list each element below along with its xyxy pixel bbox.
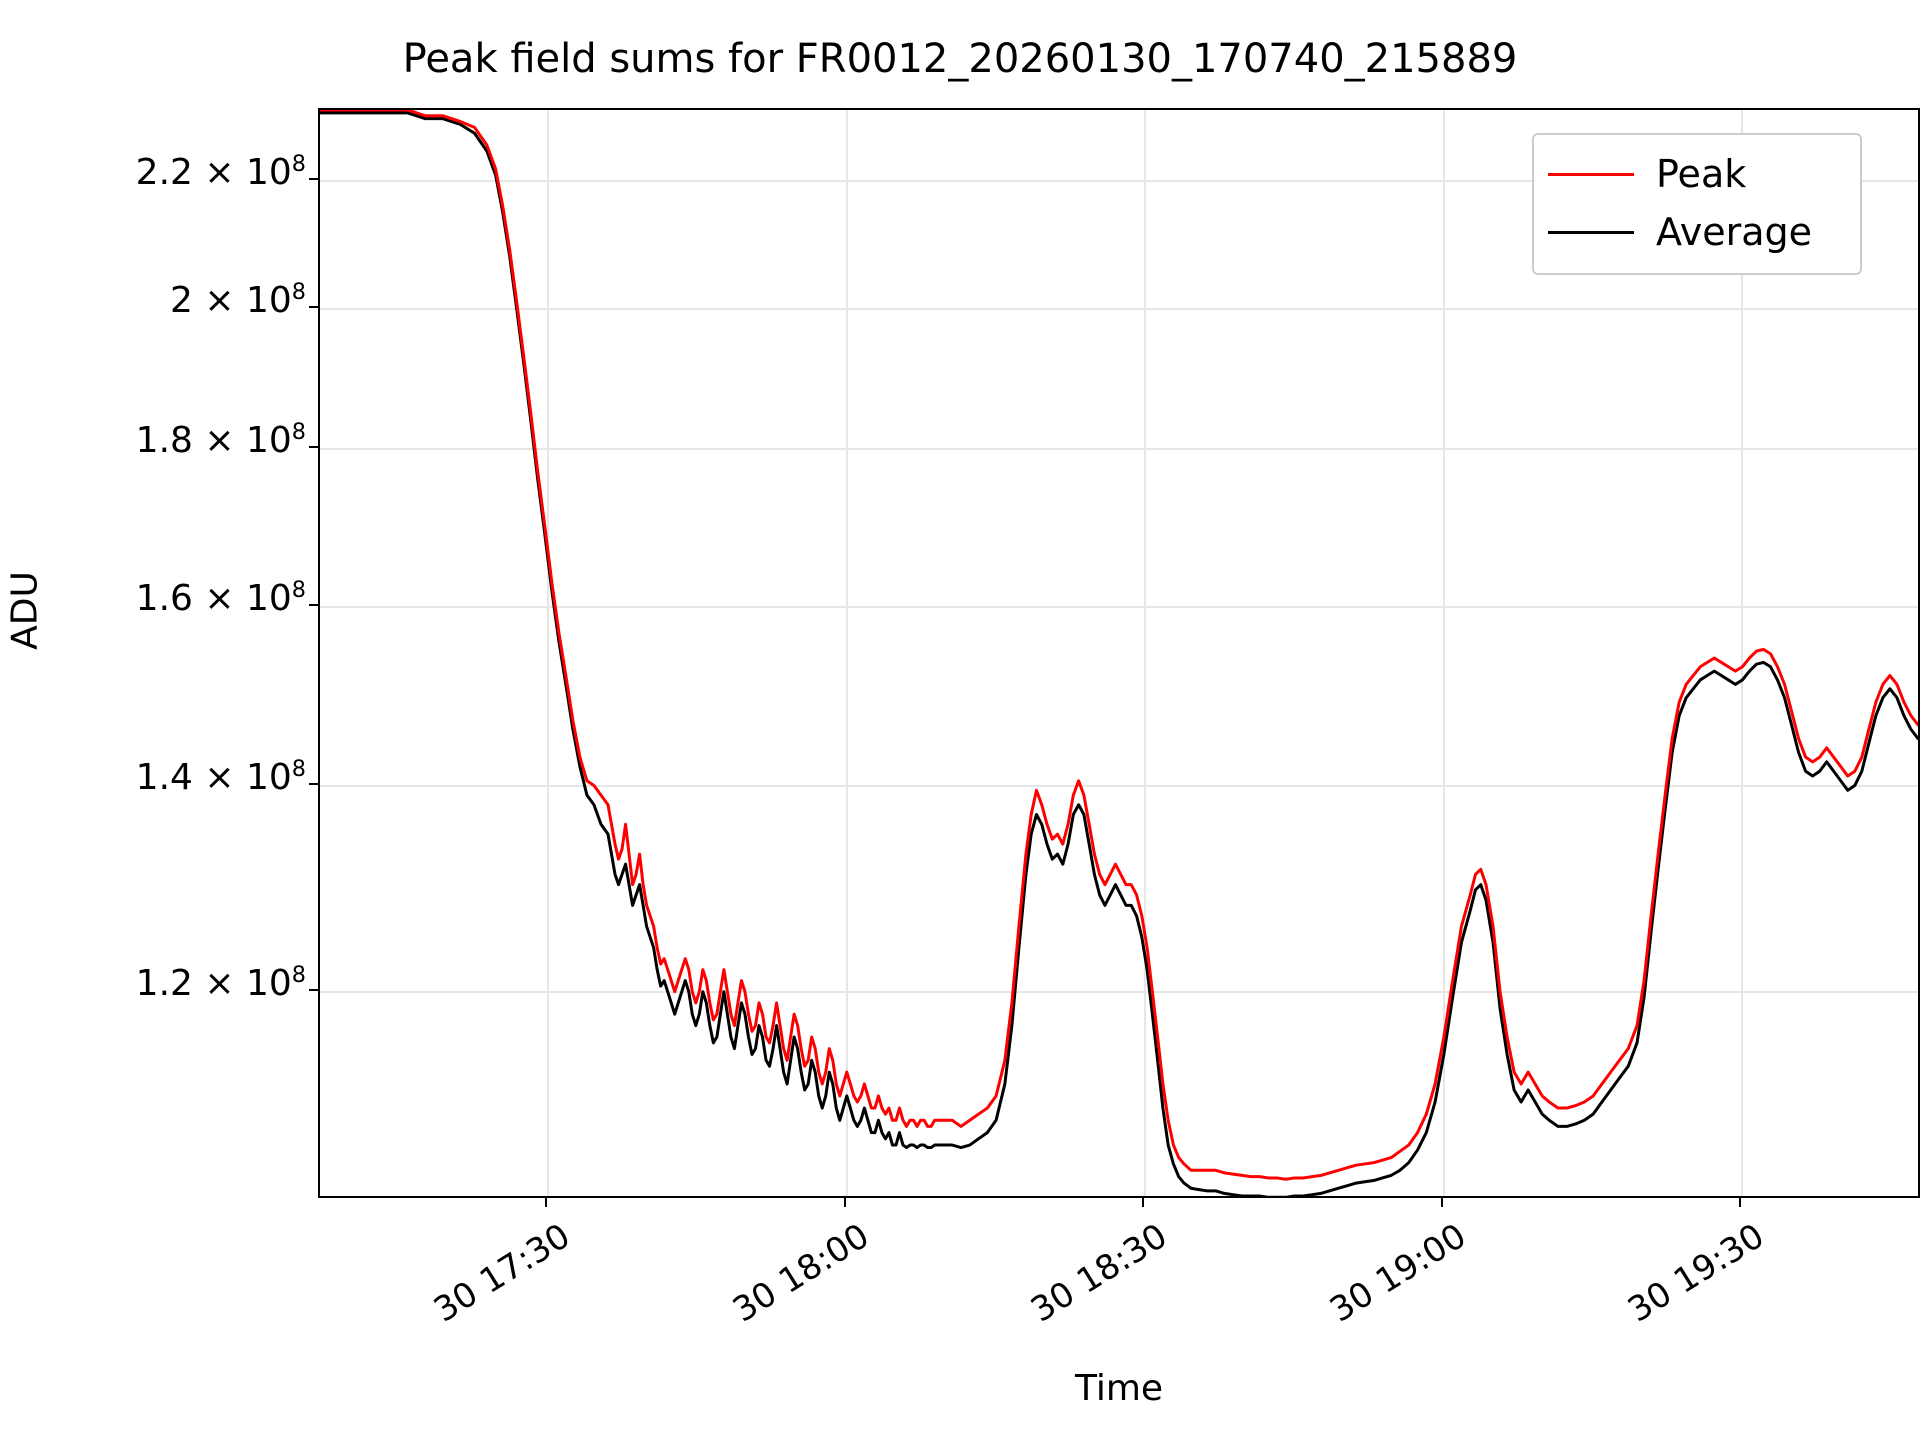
gridline-horizontal — [320, 990, 1918, 993]
y-tick-mark — [309, 446, 318, 449]
legend-label-average: Average — [1656, 210, 1813, 254]
y-tick-label: 1.2 × 108 — [135, 961, 306, 1004]
gridline-horizontal — [320, 784, 1918, 787]
x-tick-mark — [1739, 1198, 1742, 1207]
legend-item-peak: Peak — [1548, 145, 1846, 203]
data-series-svg — [320, 110, 1918, 1196]
y-axis-label: ADU — [4, 571, 46, 650]
gridline-horizontal — [320, 180, 1918, 183]
x-tick-label: 30 18:30 — [1024, 1216, 1175, 1331]
y-tick-label: 2 × 108 — [170, 278, 306, 321]
y-tick-mark — [309, 603, 318, 606]
x-tick-label: 30 18:00 — [725, 1216, 877, 1331]
gridline-vertical — [1442, 110, 1445, 1196]
legend: Peak Average — [1532, 133, 1862, 275]
gridline-vertical — [845, 110, 848, 1196]
x-tick-mark — [545, 1198, 548, 1207]
x-tick-label: 30 19:00 — [1322, 1216, 1474, 1331]
x-tick-mark — [1440, 1198, 1443, 1207]
gridline-horizontal — [320, 448, 1918, 451]
y-tick-label: 2.2 × 108 — [135, 151, 306, 194]
x-tick-label: 30 19:30 — [1621, 1216, 1772, 1331]
gridline-horizontal — [320, 307, 1918, 310]
legend-swatch-average — [1548, 230, 1634, 234]
y-tick-label: 1.4 × 108 — [135, 755, 306, 798]
legend-label-peak: Peak — [1656, 152, 1747, 196]
y-tick-label: 1.8 × 108 — [135, 419, 306, 462]
legend-swatch-peak — [1548, 172, 1634, 176]
gridline-vertical — [547, 110, 550, 1196]
y-tick-mark — [309, 782, 318, 785]
y-tick-mark — [309, 178, 318, 181]
x-tick-mark — [1142, 1198, 1145, 1207]
legend-item-average: Average — [1548, 203, 1846, 261]
series-line-peak — [320, 110, 1918, 1181]
gridline-vertical — [1144, 110, 1147, 1196]
plot-area — [318, 108, 1920, 1198]
x-tick-mark — [843, 1198, 846, 1207]
gridline-horizontal — [320, 605, 1918, 608]
x-axis-label: Time — [1074, 1368, 1164, 1409]
page-title: Peak field sums for FR0012_20260130_1707… — [402, 36, 1518, 82]
y-tick-label: 1.6 × 108 — [135, 576, 306, 619]
gridline-vertical — [1741, 110, 1744, 1196]
y-tick-mark — [309, 305, 318, 308]
y-tick-mark — [309, 988, 318, 991]
series-line-average — [320, 111, 1918, 1196]
x-tick-label: 30 17:30 — [427, 1216, 578, 1331]
